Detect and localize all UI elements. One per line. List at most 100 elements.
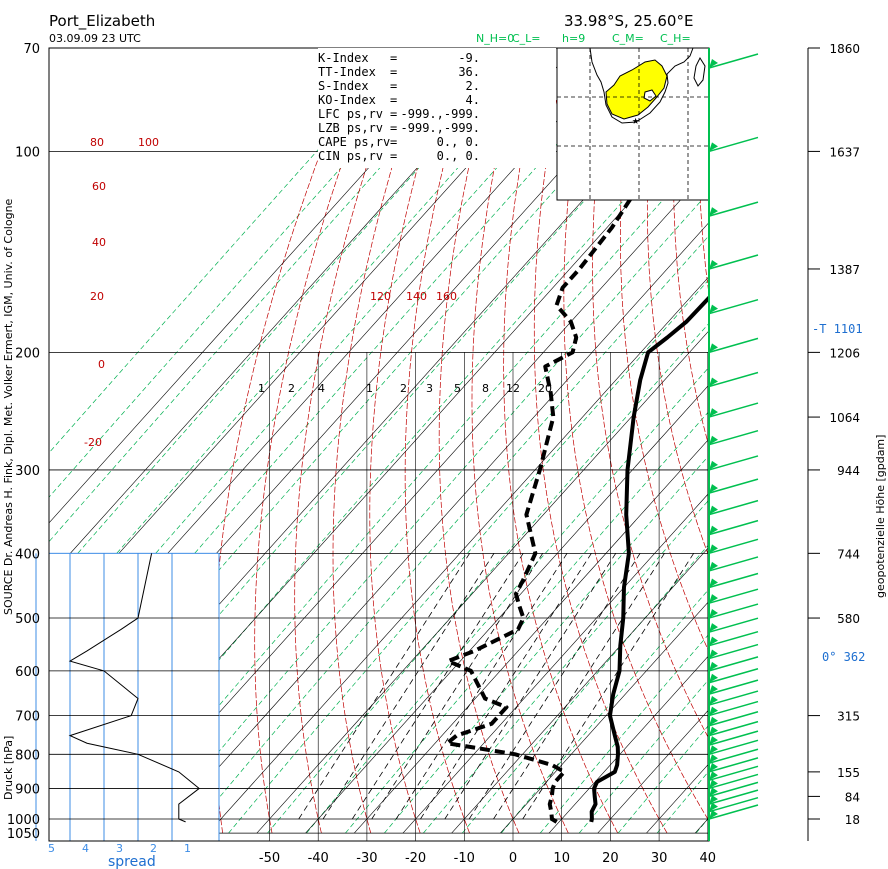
height-tick-label: 18 [845, 813, 860, 827]
freezing-level-marker: 0° 362 [822, 650, 865, 664]
wind-barb [708, 201, 759, 217]
spread-tick-label: 2 [150, 842, 157, 855]
wind-pennant [709, 207, 718, 217]
isotherm-line [49, 48, 477, 524]
wind-barb [708, 757, 759, 773]
dry-adiabat-line [294, 67, 401, 834]
mixing-ratio-line [522, 553, 694, 820]
isohume-line [49, 48, 566, 632]
dry-adiabat-line [332, 67, 424, 834]
wind-pennant [709, 771, 718, 781]
spread-curve [68, 553, 201, 823]
mixing-ratio-label: 12 [506, 382, 520, 395]
index-value: 0., 0. [437, 135, 480, 149]
index-label: LFC ps,rv [318, 107, 383, 121]
index-value: 4. [466, 93, 480, 107]
wind-barb [708, 53, 759, 69]
wind-pennant [709, 661, 718, 671]
wind-pennant [709, 594, 718, 604]
spread-tick-label: 5 [48, 842, 55, 855]
height-tick-label: 1860 [829, 42, 860, 56]
wind-pennant [709, 561, 718, 571]
index-label: TT-Index [318, 65, 376, 79]
wind-pennant [709, 484, 718, 494]
wind-pennant [709, 685, 718, 695]
wind-pennant [709, 377, 718, 387]
potential-temperature-label: 120 [370, 290, 391, 303]
potential-temperature-label: 40 [92, 236, 106, 249]
wind-pennant [709, 779, 718, 789]
temperature-tick-label: 20 [602, 851, 619, 866]
wind-barb [708, 796, 759, 813]
mixing-ratio-line [420, 553, 592, 820]
wind-barb [708, 679, 759, 695]
wind-pennant [709, 706, 718, 716]
cloud-codes: N_H=0 C_L= h=9 C_M= C_H= [476, 32, 691, 45]
height-tick-label: 1387 [829, 263, 860, 277]
wind-barb [708, 668, 759, 684]
isohume-line [49, 48, 410, 454]
wind-pennant [709, 142, 718, 152]
spread-tick-label: 4 [82, 842, 89, 855]
index-equals: = [390, 65, 397, 79]
height-tick-label: 744 [837, 547, 860, 561]
dry-adiabat-line [748, 68, 888, 833]
isotherm-line [548, 654, 709, 834]
mixing-ratio-line [468, 553, 641, 820]
mixing-ratio-label: 4 [318, 382, 325, 395]
dry-adiabat-line [503, 67, 619, 834]
pressure-tick-label: 200 [15, 346, 40, 361]
isotherm-line [207, 276, 709, 834]
wind-barb [708, 748, 759, 764]
mixing-ratio-line [351, 553, 524, 820]
isotherm-line [402, 492, 709, 834]
pressure-tick-label: 1000 [7, 813, 40, 828]
wind-barb [708, 711, 759, 727]
wind-barb [708, 402, 759, 418]
wind-barb [708, 556, 759, 572]
height-tick-label: 1064 [829, 411, 860, 425]
isotherm-line [500, 600, 709, 834]
mixing-ratio-label: 1 [366, 382, 373, 395]
potential-temperature-label: -20 [84, 436, 102, 449]
dry-adiabat-line [592, 67, 709, 740]
isohume-line [189, 235, 709, 834]
temperature-tick-label: 0 [509, 851, 517, 866]
wind-pennant [709, 762, 718, 772]
isotherm-line [49, 48, 575, 632]
wind-pennant [709, 754, 718, 764]
pressure-tick-label: 300 [15, 464, 40, 479]
temperature-tick-label: -50 [259, 851, 280, 866]
wind-pennant [709, 343, 718, 353]
temperature-tick-label: 10 [553, 851, 570, 866]
height-tick-label: 944 [837, 464, 860, 478]
index-equals: = [390, 121, 397, 135]
dry-adiabat-line [563, 67, 709, 822]
mixing-ratio-label: 1 [258, 382, 265, 395]
isotherm-line [49, 48, 526, 578]
potential-temperature-label: 80 [90, 136, 104, 149]
mixing-ratio-label: 2 [400, 382, 407, 395]
index-value: -999.,-999. [401, 107, 480, 121]
station-title: Port_Elizabeth [49, 12, 155, 31]
height-tick-label: 580 [837, 612, 860, 626]
index-label: S-Index [318, 79, 369, 93]
isotherm-line [353, 438, 709, 834]
wind-barb [708, 254, 759, 270]
pressure-tick-label: 700 [15, 710, 40, 725]
spread-tick-label: 1 [184, 842, 191, 855]
isohume-line [306, 366, 709, 834]
wind-pennant [709, 408, 718, 418]
indices-box [318, 48, 556, 168]
cloud-code-h: h=9 [562, 32, 585, 45]
index-equals: = [390, 51, 397, 65]
isotherm-line [256, 330, 709, 834]
wind-pennant [709, 810, 718, 819]
index-value: 0., 0. [437, 149, 480, 163]
tropopause-marker: -T 1101 [812, 322, 863, 336]
wind-barb [708, 781, 759, 798]
height-tick-label: 84 [845, 790, 860, 804]
wind-pennant [709, 787, 718, 797]
wind-barb [708, 789, 759, 805]
wind-barb [708, 371, 759, 388]
